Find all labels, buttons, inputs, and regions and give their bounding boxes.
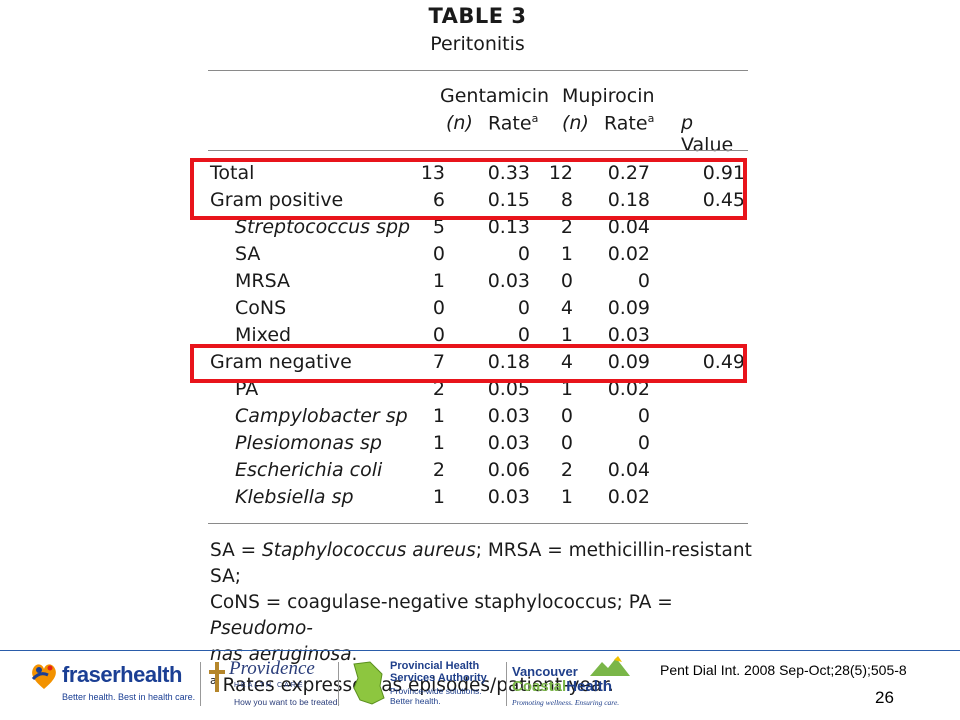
top-rule	[208, 70, 748, 71]
table-row: Gram negative 7 0.18 4 0.09 0.49	[210, 351, 745, 373]
heart-people-icon	[31, 664, 56, 689]
header-rule	[208, 150, 748, 151]
highlight-box-gram-negative	[190, 344, 747, 383]
header-rate-mupirocin: Ratea	[604, 112, 655, 135]
phsa-logo: Provincial Health Services Authority Pro…	[346, 656, 504, 712]
footer-divider	[0, 650, 960, 651]
table-row: Klebsiella sp 1 0.03 1 0.02	[235, 486, 650, 508]
header-rate-gentamicin: Ratea	[488, 112, 539, 135]
citation: Pent Dial Int. 2008 Sep-Oct;28(5);505-8	[660, 662, 907, 678]
cross-icon	[209, 662, 225, 692]
mountain-icon	[590, 656, 630, 676]
table-footnote: SA = Staphylococcus aureus; MRSA = methi…	[210, 540, 752, 697]
vch-logo: Vancouver CoastalHealth Promoting wellne…	[510, 656, 635, 712]
providence-logo: Providence HEALTH CARE How you want to b…	[207, 656, 340, 712]
table-row: Escherichia coli 2 0.06 2 0.04	[235, 459, 650, 481]
table-row: PA 2 0.05 1 0.02	[235, 378, 650, 400]
table-row: Total 13 0.33 12 0.27 0.91	[210, 162, 745, 184]
highlight-box-gram-positive	[190, 158, 747, 220]
page-number: 26	[875, 688, 894, 707]
bottom-rule	[208, 523, 748, 524]
table-row: Streptococcus spp 5 0.13 2 0.04	[235, 216, 650, 238]
fraser-health-logo: fraserhealth Better health. Best in heal…	[30, 656, 195, 712]
table-title: TABLE 3	[428, 4, 527, 28]
header-n-gentamicin: (n)	[446, 112, 473, 134]
header-n-mupirocin: (n)	[562, 112, 589, 134]
table-subtitle: Peritonitis	[430, 33, 525, 55]
peritonitis-table: TABLE 3 Peritonitis Gentamicin Mupirocin…	[190, 0, 752, 696]
bc-map-icon	[353, 661, 385, 705]
header-gentamicin: Gentamicin	[440, 85, 550, 107]
header-mupirocin: Mupirocin	[562, 85, 655, 107]
table-row: Gram positive 6 0.15 8 0.18 0.45	[210, 189, 745, 211]
